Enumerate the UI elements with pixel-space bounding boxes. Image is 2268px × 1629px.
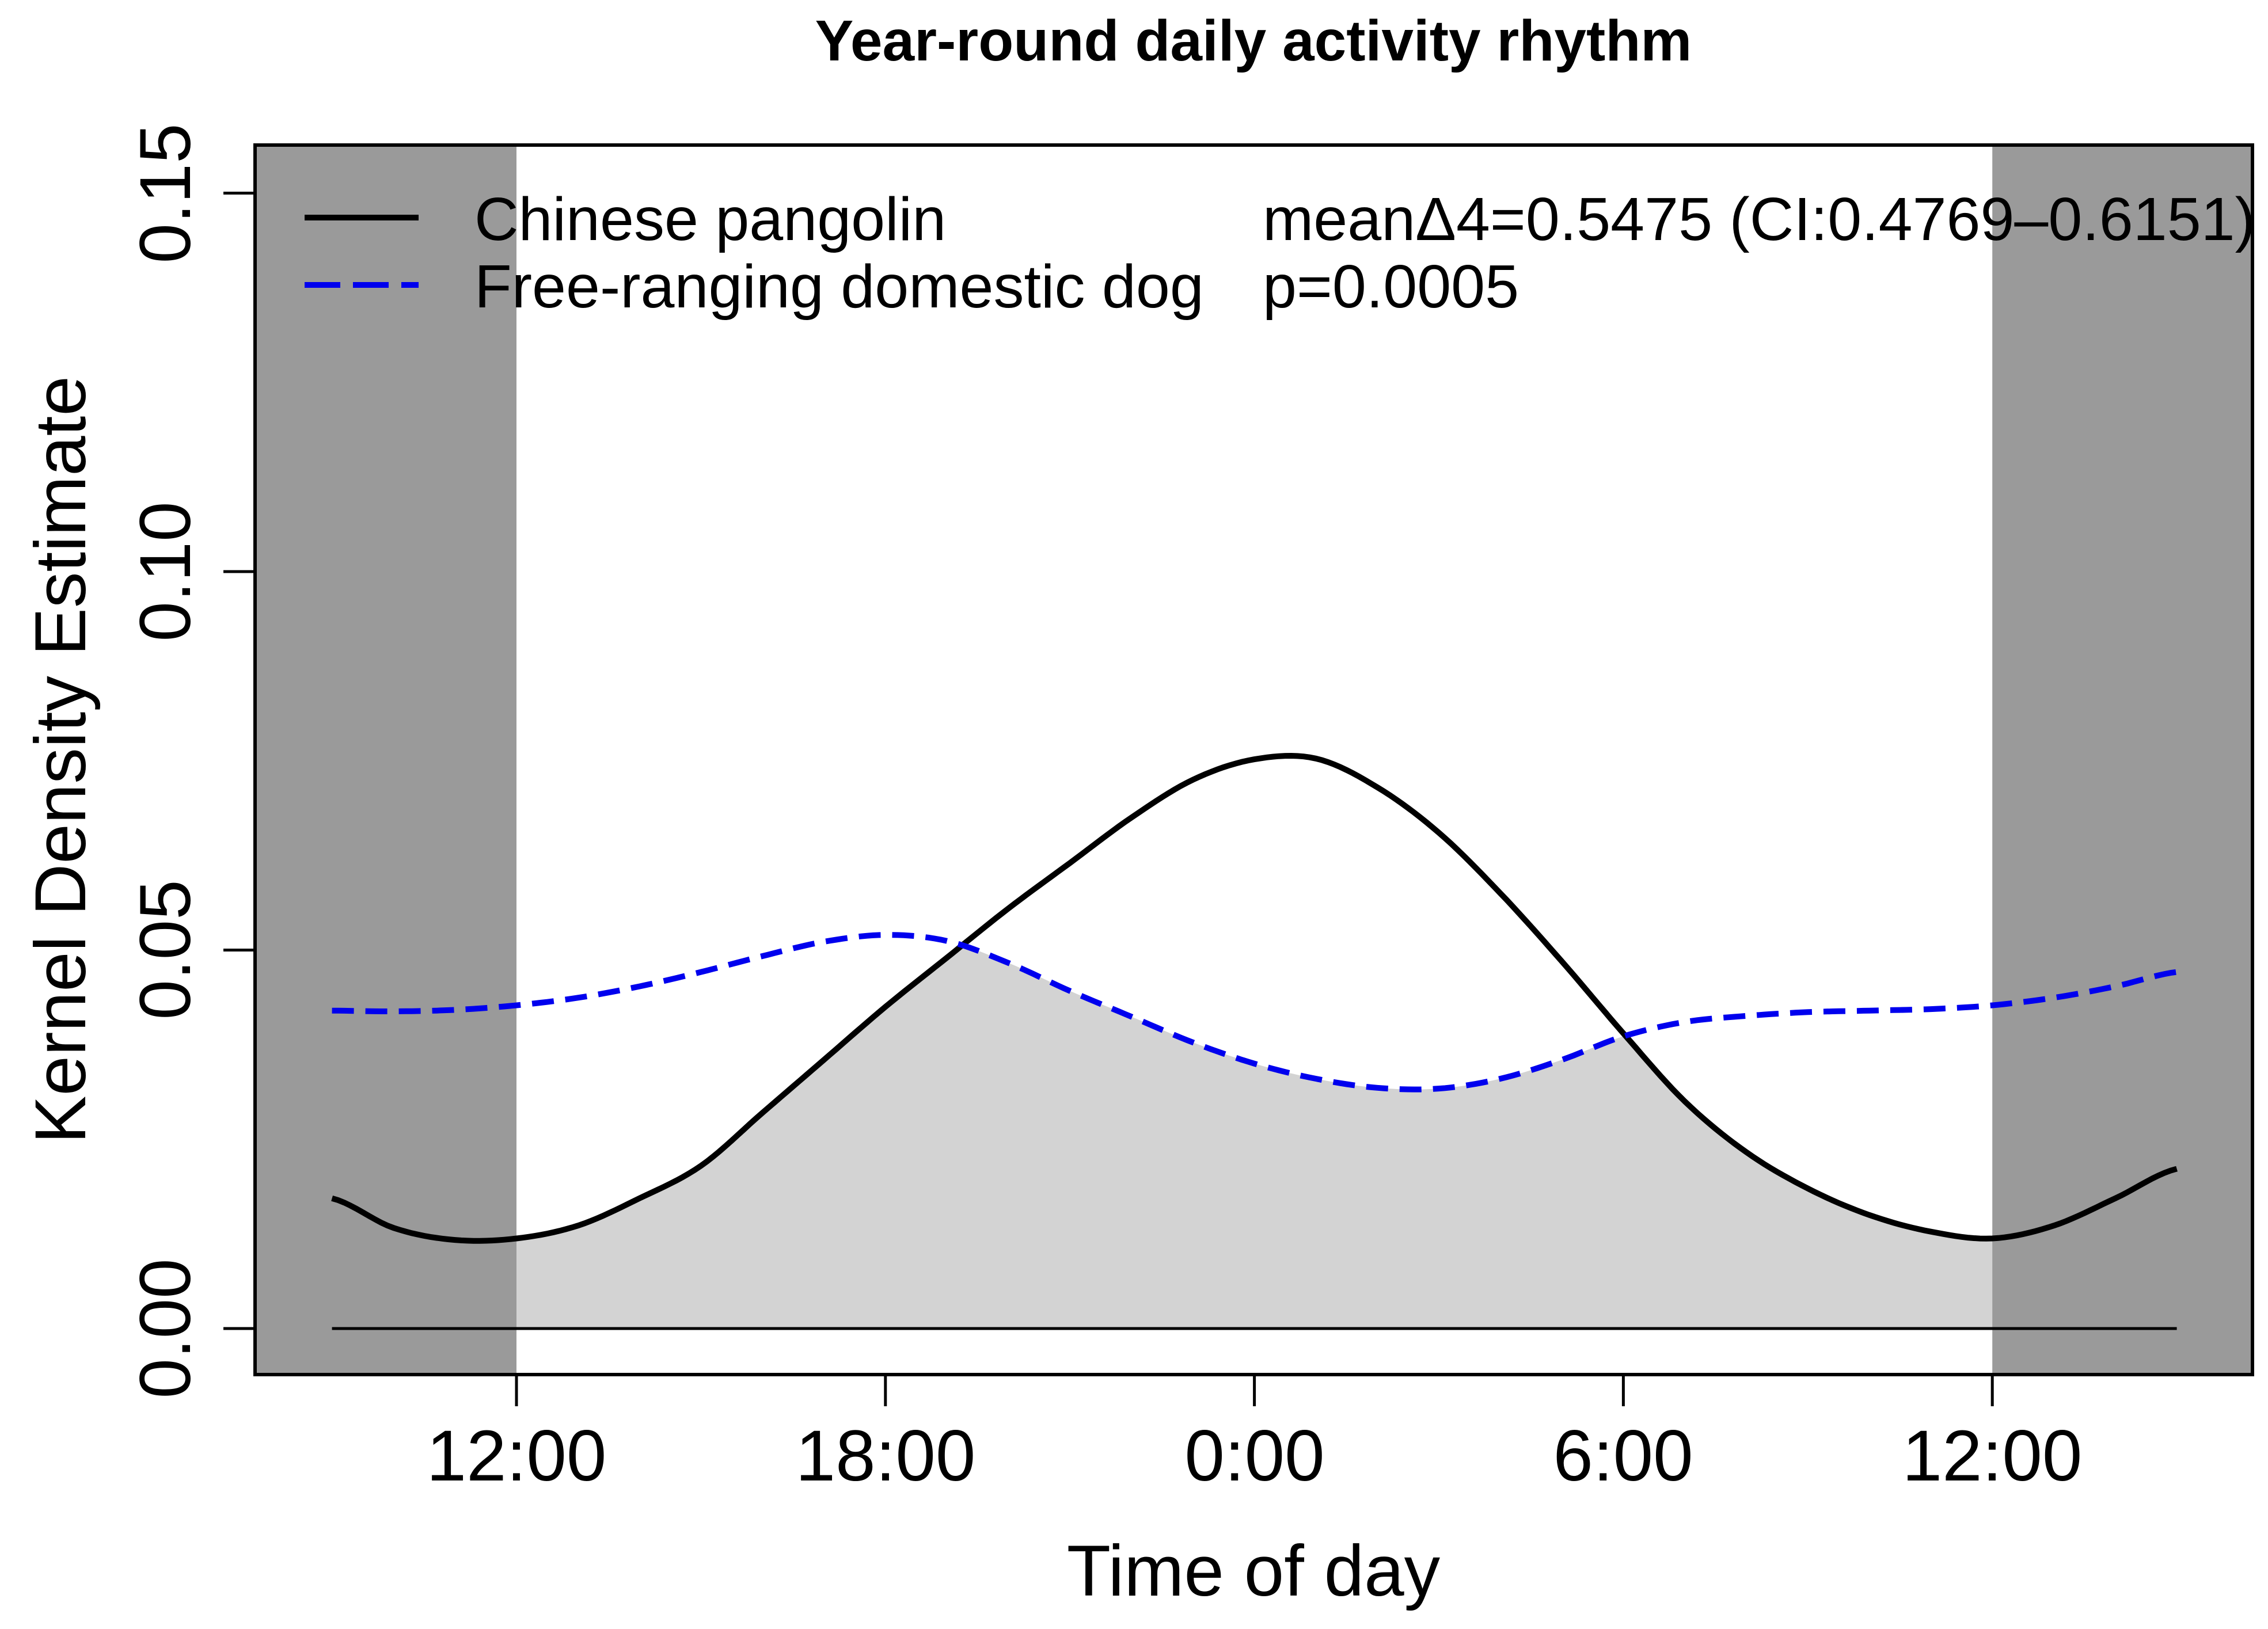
y-axis-label: Kernel Density Estimate	[21, 376, 101, 1144]
stat-annotation-pvalue: p=0.0005	[1263, 253, 1519, 321]
stat-annotation-delta: meanΔ4=0.5475 (CI:0.4769–0.6151)	[1263, 185, 2255, 253]
x-tick-label-0h: 0:00	[1184, 1416, 1324, 1496]
x-tick-label-12h: 12:00	[427, 1416, 607, 1496]
dog-density-curve	[332, 932, 2178, 1093]
y-tick-label-015: 0.15	[126, 123, 206, 263]
y-tick-label-000: 0.00	[126, 1258, 206, 1398]
chart-title: Year-round daily activity rhythm	[815, 9, 1692, 73]
chart-layers	[223, 143, 2254, 1406]
x-tick-label-12h2: 12:00	[1902, 1416, 2083, 1496]
y-tick-label-010: 0.10	[126, 501, 206, 641]
x-tick-label-6h: 6:00	[1553, 1416, 1693, 1496]
extension-band-right	[1992, 145, 2252, 1375]
pangolin-density-curve	[331, 752, 2178, 1244]
extension-band-left	[255, 145, 516, 1375]
legend-label-dog: Free-ranging domestic dog	[474, 253, 1204, 321]
x-tick-label-18h: 18:00	[796, 1416, 976, 1496]
legend-label-pangolin: Chinese pangolin	[474, 185, 946, 253]
y-tick-label-005: 0.05	[126, 880, 206, 1019]
overlap-area-fill	[332, 946, 2177, 1329]
x-axis-label: Time of day	[1067, 1531, 1441, 1611]
